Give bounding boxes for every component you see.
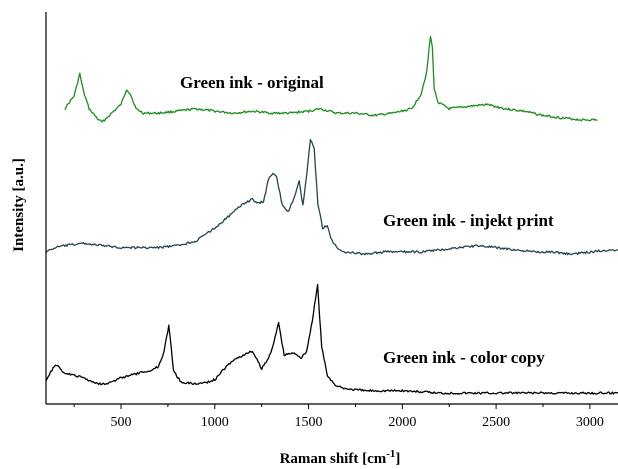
x-axis-title: Raman shift [cm-1] xyxy=(280,448,401,467)
x-tick-label-2000: 2000 xyxy=(388,415,416,430)
x-tick-label-1500: 1500 xyxy=(295,415,323,430)
y-axis-title: Intensity [a.u.] xyxy=(11,158,27,252)
series-line-1 xyxy=(45,139,618,256)
x-tick-label-1000: 1000 xyxy=(201,415,229,430)
series-line-2 xyxy=(45,283,618,395)
label-layer: Intensity [a.u.] Raman shift [cm-1] Gree… xyxy=(11,73,554,467)
tick-layer: 500 1000 1500 2000 2500 3000 xyxy=(73,404,604,430)
x-axis-title-main: Raman shift [cm xyxy=(280,451,387,467)
axes-layer xyxy=(45,12,618,405)
x-tick-label-2500: 2500 xyxy=(482,415,510,430)
x-tick-label-500: 500 xyxy=(111,415,132,430)
series-layer xyxy=(45,35,618,395)
x-axis-title-superscript: -1 xyxy=(386,448,395,460)
series-label-injekt-print: Green ink - injekt print xyxy=(383,211,554,230)
series-line-0 xyxy=(64,35,598,123)
series-label-original: Green ink - original xyxy=(180,73,324,92)
x-tick-label-3000: 3000 xyxy=(576,415,604,430)
series-label-color-copy: Green ink - color copy xyxy=(383,348,545,367)
x-axis-title-close: ] xyxy=(395,451,400,467)
